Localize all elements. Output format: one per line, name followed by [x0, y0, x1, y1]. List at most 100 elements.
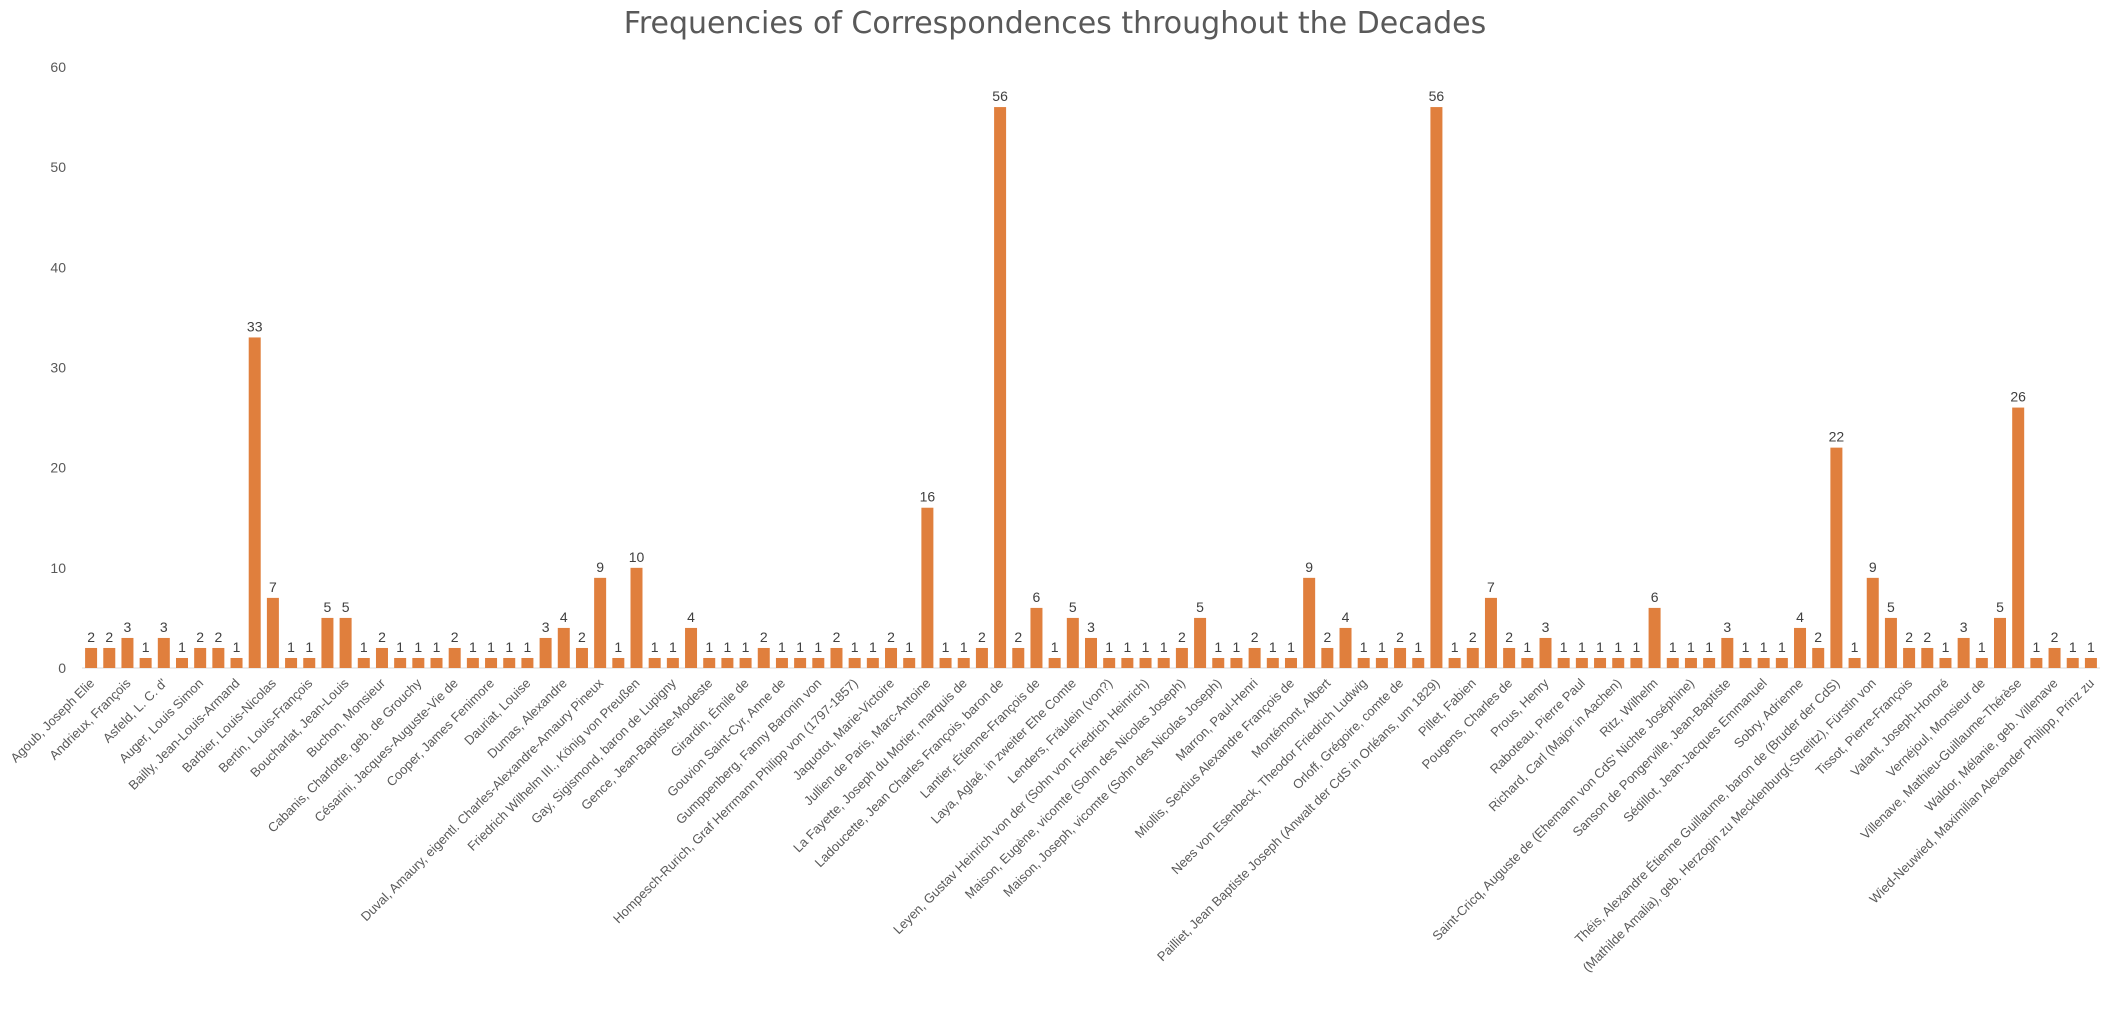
data-label: 2: [105, 629, 113, 645]
bar: [1830, 447, 1843, 668]
bar: [394, 657, 407, 668]
bar: [1012, 647, 1025, 668]
bar: [575, 647, 588, 668]
data-label: 9: [1305, 559, 1313, 575]
bar: [1157, 657, 1170, 668]
bar: [685, 627, 698, 668]
bar: [794, 657, 807, 668]
data-label: 2: [451, 629, 459, 645]
bar: [1375, 657, 1388, 668]
data-label: 16: [920, 489, 936, 505]
data-label: 5: [1996, 599, 2004, 615]
data-label: 1: [360, 639, 368, 655]
data-label: 1: [1760, 639, 1768, 655]
data-label: 1: [1287, 639, 1295, 655]
data-label: 1: [1160, 639, 1168, 655]
y-tick-label: 50: [50, 159, 66, 175]
bar: [1575, 657, 1588, 668]
data-label: 9: [1869, 559, 1877, 575]
bar: [703, 657, 716, 668]
bar: [1212, 657, 1225, 668]
data-label: 1: [1378, 639, 1386, 655]
data-label: 5: [1887, 599, 1895, 615]
bar: [1484, 597, 1497, 668]
data-label: 1: [669, 639, 677, 655]
data-label: 2: [378, 629, 386, 645]
data-label: 1: [942, 639, 950, 655]
bar: [1048, 657, 1061, 668]
data-label: 1: [869, 639, 877, 655]
data-label: 1: [2032, 639, 2040, 655]
y-tick-label: 10: [50, 560, 66, 576]
bar: [1666, 657, 1679, 668]
bar: [1703, 657, 1716, 668]
bar: [1412, 657, 1425, 668]
data-label: 2: [1323, 629, 1331, 645]
data-label: 1: [1233, 639, 1241, 655]
data-label: 7: [269, 579, 277, 595]
bar: [757, 647, 770, 668]
data-label: 2: [833, 629, 841, 645]
data-label: 3: [542, 619, 550, 635]
bar: [103, 647, 116, 668]
data-label: 1: [1578, 639, 1586, 655]
data-label: 1: [1105, 639, 1113, 655]
bar: [1739, 657, 1752, 668]
data-label: 9: [596, 559, 604, 575]
bar: [957, 657, 970, 668]
bar: [466, 657, 479, 668]
bar: [1794, 627, 1807, 668]
bar: [1284, 657, 1297, 668]
data-label: 1: [1560, 639, 1568, 655]
data-label: 10: [629, 549, 645, 565]
data-label: 1: [487, 639, 495, 655]
bar: [357, 657, 370, 668]
chart-title: Frequencies of Correspondences throughou…: [623, 6, 1487, 41]
bar: [121, 637, 134, 668]
data-label: 1: [1669, 639, 1677, 655]
bar: [666, 657, 679, 668]
data-label: 5: [342, 599, 350, 615]
data-label: 2: [1178, 629, 1186, 645]
bar: [2048, 647, 2061, 668]
data-label: 5: [324, 599, 332, 615]
bar: [430, 657, 443, 668]
bar: [175, 657, 188, 668]
bar: [1430, 107, 1443, 668]
data-label: 2: [196, 629, 204, 645]
bar: [230, 657, 243, 668]
data-label: 1: [778, 639, 786, 655]
bar: [1503, 647, 1516, 668]
bar: [848, 657, 861, 668]
y-tick-label: 0: [58, 660, 66, 676]
bar: [1121, 657, 1134, 668]
bar: [1812, 647, 1825, 668]
data-label: 56: [992, 88, 1008, 104]
bar: [1939, 657, 1952, 668]
data-label: 1: [142, 639, 150, 655]
bar: [1757, 657, 1770, 668]
data-label: 1: [1051, 639, 1059, 655]
bar: [1721, 637, 1734, 668]
data-label: 1: [1142, 639, 1150, 655]
data-label: 1: [1451, 639, 1459, 655]
bar: [539, 637, 552, 668]
data-label: 2: [87, 629, 95, 645]
data-label: 1: [1942, 639, 1950, 655]
bar: [2084, 657, 2097, 668]
bar: [866, 657, 879, 668]
data-label: 1: [1614, 639, 1622, 655]
bar: [903, 657, 916, 668]
data-label: 1: [2069, 639, 2077, 655]
data-label: 2: [1251, 629, 1259, 645]
bar: [321, 617, 334, 668]
bar: [830, 647, 843, 668]
bar: [485, 657, 498, 668]
y-tick-label: 20: [50, 460, 66, 476]
data-label: 33: [247, 318, 263, 334]
data-label: 1: [851, 639, 859, 655]
data-label: 2: [578, 629, 586, 645]
bar: [994, 107, 1007, 668]
data-label: 1: [1633, 639, 1641, 655]
